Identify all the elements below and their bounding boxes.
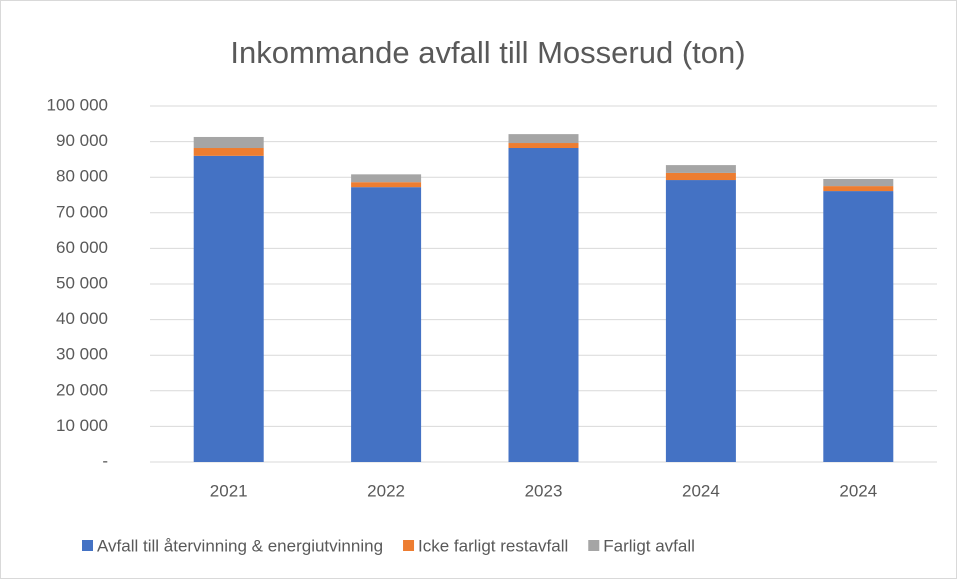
- x-tick-label: 2021: [210, 481, 248, 500]
- x-tick-label: 2023: [525, 481, 563, 500]
- chart-title: Inkommande avfall till Mosserud (ton): [230, 35, 745, 70]
- x-tick-label: 2022: [367, 481, 405, 500]
- y-tick-label: 20 000: [56, 380, 108, 399]
- bar-segment: [508, 148, 579, 462]
- bar-segment: [665, 172, 736, 181]
- y-tick-label: 70 000: [56, 202, 108, 221]
- bar-segment: [351, 182, 422, 188]
- y-tick-label: 90 000: [56, 131, 108, 150]
- bar-segment: [508, 143, 579, 149]
- x-tick-label: 2024: [839, 481, 877, 500]
- legend-swatch: [82, 540, 93, 551]
- bar-segment: [823, 178, 894, 187]
- bar-segment: [193, 155, 264, 462]
- y-tick-label: 10 000: [56, 416, 108, 435]
- legend-label: Avfall till återvinning & energiutvinnin…: [97, 536, 383, 555]
- bar-segment: [193, 136, 264, 149]
- y-tick-label: 100 000: [47, 95, 108, 114]
- y-tick-label: 80 000: [56, 167, 108, 186]
- y-tick-label: 50 000: [56, 273, 108, 292]
- bar-segment: [823, 186, 894, 192]
- legend-label: Farligt avfall: [603, 536, 695, 555]
- bar-segment: [823, 191, 894, 463]
- bar-segment: [193, 148, 264, 156]
- y-tick-label: -: [102, 451, 108, 470]
- bar-segment: [351, 174, 422, 183]
- bar-segment: [665, 165, 736, 173]
- y-tick-label: 40 000: [56, 309, 108, 328]
- bar-segment: [665, 180, 736, 462]
- y-tick-label: 30 000: [56, 345, 108, 364]
- bar-segment: [351, 187, 422, 462]
- bar-segment: [508, 134, 579, 144]
- legend-label: Icke farligt restavfall: [418, 536, 568, 555]
- y-tick-label: 60 000: [56, 238, 108, 257]
- legend-swatch: [588, 540, 600, 551]
- x-tick-label: 2024: [682, 481, 720, 500]
- legend-swatch: [403, 540, 415, 551]
